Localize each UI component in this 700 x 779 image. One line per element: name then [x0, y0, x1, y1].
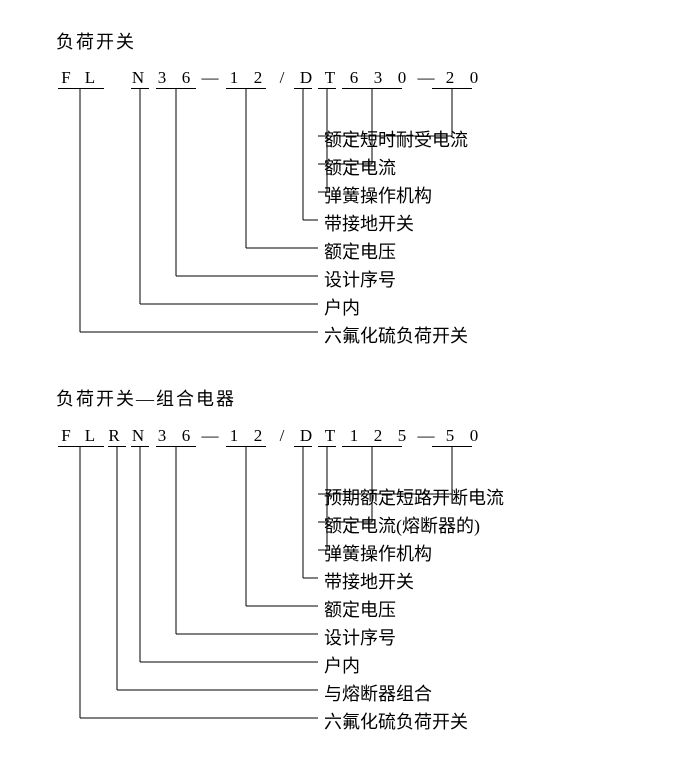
bracket-lines [0, 0, 700, 779]
